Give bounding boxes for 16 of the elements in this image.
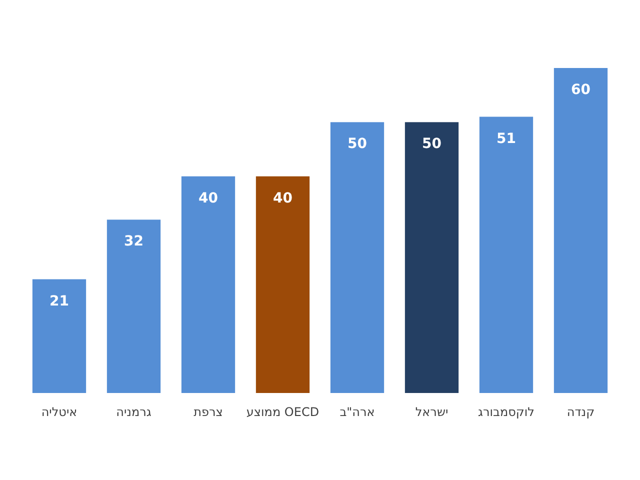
x-tick-label: גרמניה — [116, 405, 152, 419]
x-tick-label: ממוצע OECD — [246, 405, 320, 419]
x-tick-label: ישראל — [415, 405, 448, 419]
x-tick-label: איטליה — [41, 405, 78, 419]
data-label: 40 — [273, 190, 293, 206]
data-label: 51 — [496, 130, 516, 147]
x-tick-label: ארה"ב — [340, 405, 375, 419]
x-tick-label: קנדה — [566, 405, 595, 419]
data-label: 60 — [571, 82, 591, 98]
data-label: 50 — [422, 136, 442, 152]
data-label: 21 — [50, 293, 69, 310]
data-label: 50 — [348, 136, 368, 152]
x-tick-label: צרפת — [194, 405, 223, 419]
x-tick-label: לוקסמבורג — [478, 405, 534, 419]
data-label: 32 — [124, 234, 144, 250]
data-label: 40 — [198, 190, 218, 206]
